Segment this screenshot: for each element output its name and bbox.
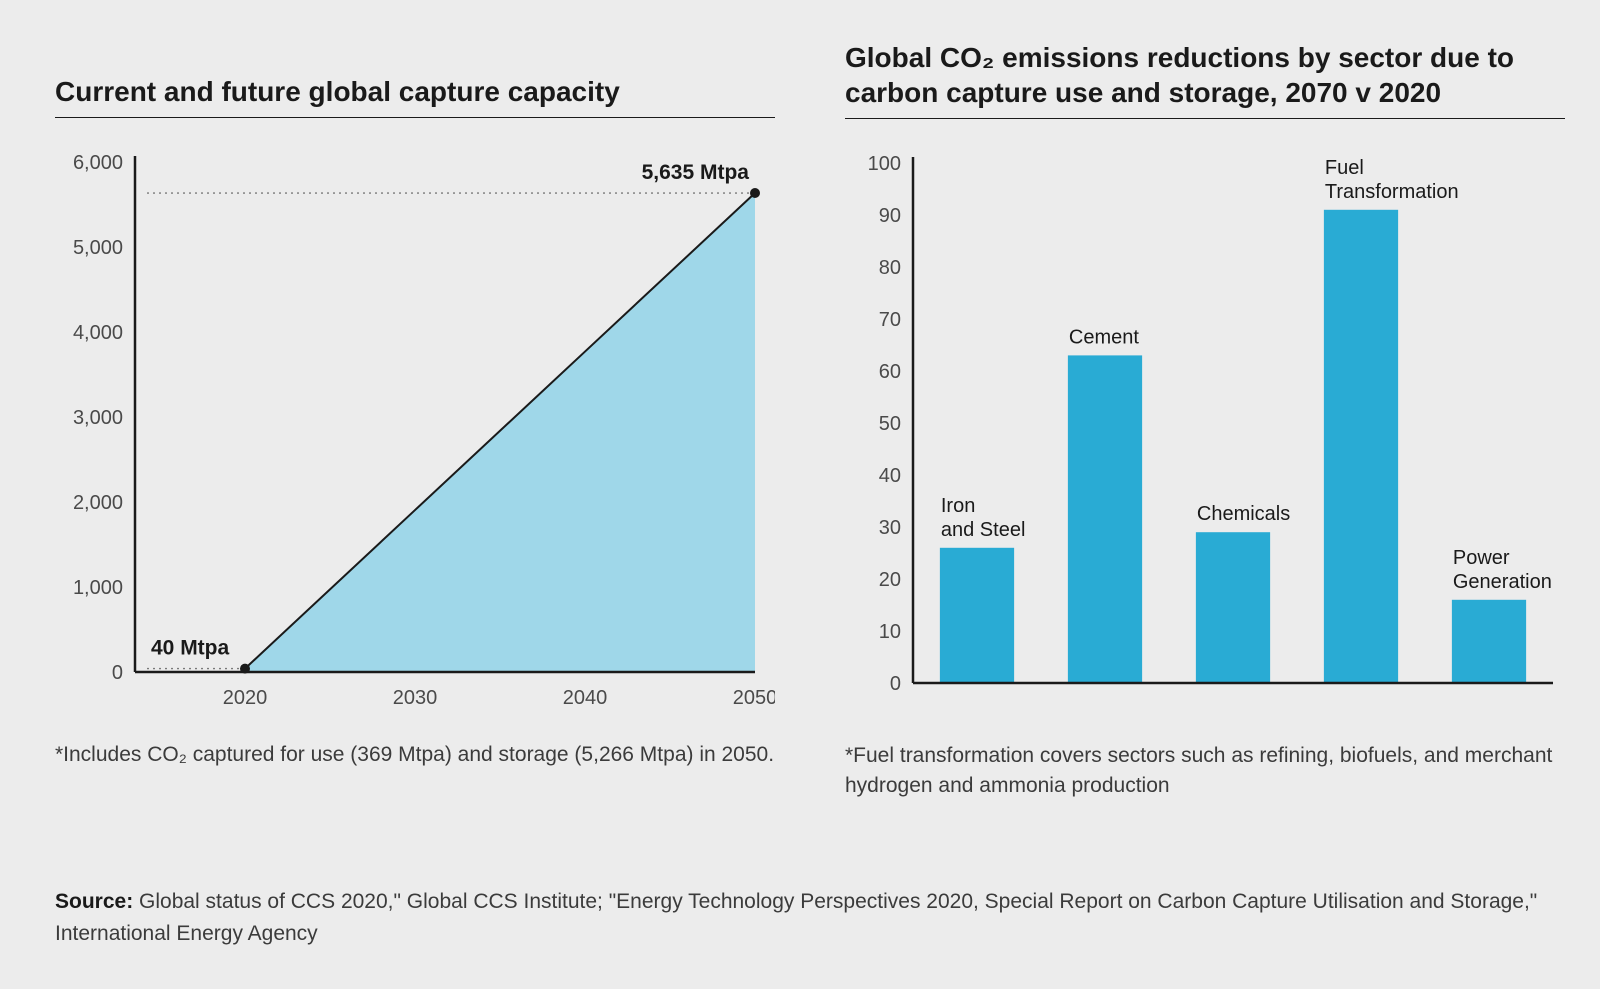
capture-capacity-title: Current and future global capture capaci…: [55, 40, 775, 109]
svg-text:40: 40: [879, 465, 901, 487]
svg-text:Transformation: Transformation: [1325, 181, 1459, 203]
svg-text:Fuel: Fuel: [1325, 157, 1364, 179]
svg-text:2050: 2050: [733, 687, 775, 709]
svg-text:Chemicals: Chemicals: [1197, 503, 1290, 525]
svg-text:and Steel: and Steel: [941, 519, 1026, 541]
svg-text:Iron: Iron: [941, 495, 975, 517]
emissions-reductions-chart: 0 10 20 30 40 50 60 70 80 90 100 Ironand Steel Cemen…: [845, 143, 1565, 723]
svg-text:50: 50: [879, 413, 901, 435]
svg-text:1,000: 1,000: [73, 577, 123, 599]
svg-text:5,000: 5,000: [73, 237, 123, 259]
source-label: Source:: [55, 890, 133, 913]
svg-text:60: 60: [879, 361, 901, 383]
svg-text:90: 90: [879, 205, 901, 227]
capture-capacity-panel: Current and future global capture capaci…: [55, 40, 775, 802]
svg-text:5,635 Mtpa: 5,635 Mtpa: [642, 161, 750, 184]
svg-text:0: 0: [112, 662, 123, 684]
svg-text:10: 10: [879, 621, 901, 643]
svg-text:Power: Power: [1453, 547, 1510, 569]
svg-text:2040: 2040: [563, 687, 608, 709]
emissions-reductions-footnote: *Fuel transformation covers sectors such…: [845, 741, 1565, 802]
source-line: Source: Global status of CCS 2020," Glob…: [55, 886, 1600, 949]
svg-text:Generation: Generation: [1453, 571, 1552, 593]
svg-text:2030: 2030: [393, 687, 438, 709]
svg-text:40 Mtpa: 40 Mtpa: [151, 637, 230, 660]
svg-text:20: 20: [879, 569, 901, 591]
capture-capacity-chart: 0 1,000 2,000 3,000 4,000 5,000 6,000 2020 2030 2…: [55, 142, 775, 722]
svg-text:30: 30: [879, 517, 901, 539]
svg-text:0: 0: [890, 673, 901, 695]
emissions-reductions-title: Global CO₂ emissions reductions by secto…: [845, 40, 1565, 110]
emissions-reductions-panel: Global CO₂ emissions reductions by secto…: [845, 40, 1565, 802]
svg-text:2,000: 2,000: [73, 492, 123, 514]
title-rule-left: [55, 117, 775, 118]
svg-text:100: 100: [868, 153, 901, 175]
svg-text:4,000: 4,000: [73, 322, 123, 344]
capture-capacity-footnote: *Includes CO₂ captured for use (369 Mtpa…: [55, 740, 775, 770]
svg-text:80: 80: [879, 257, 901, 279]
svg-text:6,000: 6,000: [73, 152, 123, 174]
source-text: Global status of CCS 2020," Global CCS I…: [55, 890, 1537, 945]
svg-text:2020: 2020: [223, 687, 268, 709]
svg-text:Cement: Cement: [1069, 326, 1139, 348]
title-rule-right: [845, 118, 1565, 119]
svg-text:3,000: 3,000: [73, 407, 123, 429]
svg-text:70: 70: [879, 309, 901, 331]
